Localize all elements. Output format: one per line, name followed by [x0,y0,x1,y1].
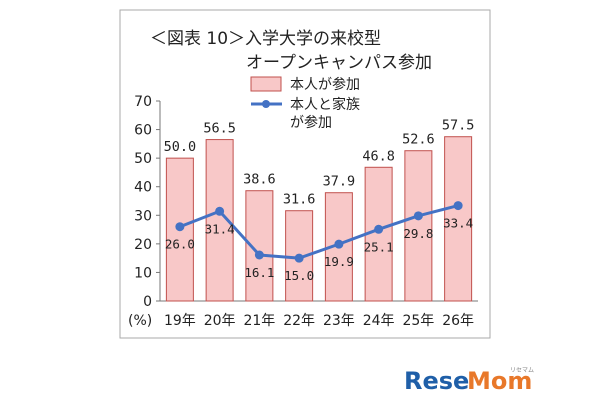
legend-swatch-bar [250,76,282,92]
line-point [215,206,225,216]
y-tick-label: 0 [143,294,152,310]
watermark-mom: Mom [467,367,532,395]
axis-layer: 0 10 20 30 40 50 60 70 (%) 19年 20年 21年 22年 23年 24年 25年 2… [128,94,478,329]
line-value-label: 31.4 [205,221,235,236]
data-label-layer: 50.0 56.5 38.6 31.6 37.9 46.8 52.6 57.5 26.0 31.4… [164,118,475,283]
bar-value-label: 38.6 [243,172,276,188]
x-tick-label: 21年 [243,313,275,329]
legend: 本人が参加 本人と家族 が参加 [250,76,360,131]
line-series-layer [175,201,463,263]
legend-label-bar: 本人が参加 [290,76,360,93]
line-value-label: 19.9 [324,254,354,269]
line-point [374,224,384,234]
line-value-label: 29.8 [403,226,433,241]
watermark-rese: Rese [404,367,469,395]
legend-label-line-2: が参加 [290,114,332,131]
y-tick-label: 30 [134,208,152,224]
line-point [334,239,344,249]
y-tick-label: 10 [134,265,152,281]
line-series-path [179,204,459,260]
x-tick-label: 22年 [283,313,315,329]
line-point [254,250,264,260]
legend-swatch-marker [262,100,270,108]
y-tick-label: 60 [134,123,152,139]
x-tick-label: 23年 [323,313,355,329]
legend-label-line-1: 本人と家族 [290,96,360,113]
x-tick-label: 26年 [442,313,474,329]
bar-value-label: 31.6 [283,192,316,208]
line-point [294,253,304,263]
line-value-label: 16.1 [244,265,274,280]
bar-value-label: 56.5 [203,121,236,137]
watermark: Rese Mom リセマム [404,367,534,395]
chart-title-line1: ＜図表 10＞入学大学の来校型 [150,29,381,49]
y-axis-unit-label: (%) [128,313,152,329]
line-point [453,201,463,211]
line-value-label: 26.0 [165,237,195,252]
y-tick-label: 50 [134,151,152,167]
y-tick-label: 40 [134,180,152,196]
bar-value-label: 57.5 [442,118,475,134]
line-value-label: 15.0 [284,268,314,283]
watermark-small: リセマム [510,367,534,374]
line-point [175,222,185,232]
y-tick-label: 20 [134,237,152,253]
chart-title-line2: オープンキャンパス参加 [246,53,432,73]
line-point [413,211,423,221]
bar-value-label: 37.9 [323,174,356,190]
x-tick-label: 25年 [402,313,434,329]
bar-value-label: 52.6 [402,132,435,148]
bar [404,150,433,302]
x-tick-label: 19年 [164,313,196,329]
x-tick-label: 20年 [204,313,236,329]
x-tick-label: 24年 [363,313,395,329]
y-tick-label: 70 [134,94,152,110]
line-value-label: 25.1 [364,239,394,254]
bar-value-label: 46.8 [362,148,395,164]
line-value-label: 33.4 [443,216,473,231]
bar [444,136,473,302]
bar-value-label: 50.0 [164,139,197,155]
